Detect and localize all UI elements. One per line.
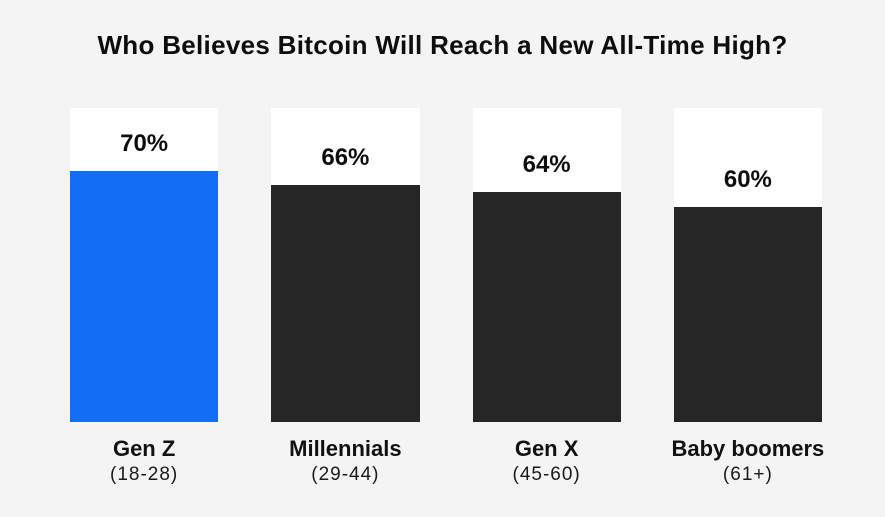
bar [472, 192, 621, 422]
chart-title: Who Believes Bitcoin Will Reach a New Al… [97, 30, 788, 60]
bar-track: 70% [70, 108, 219, 422]
category-label: Baby boomers [671, 436, 825, 461]
bar-column: 60% Baby boomers (61+) [671, 108, 825, 486]
category-label: Gen Z [112, 436, 176, 461]
bar [271, 185, 420, 422]
bar [70, 170, 219, 422]
bar-value-label: 60% [723, 165, 772, 193]
bar-value-label: 70% [120, 129, 169, 157]
bar-value-label: 66% [321, 144, 370, 172]
age-range-label: (61+) [722, 464, 773, 486]
age-range-label: (45-60) [512, 464, 581, 486]
bar-column: 64% Gen X (45-60) [472, 108, 621, 486]
bar-track: 64% [472, 108, 621, 422]
bar-track: 66% [271, 108, 420, 422]
category-label: Millennials [289, 436, 402, 461]
category-label: Gen X [514, 436, 579, 461]
chart-area: 70% Gen Z (18-28) 66% Millennials (29-44… [70, 108, 825, 486]
bar-column: 66% Millennials (29-44) [271, 108, 420, 486]
bar-track: 60% [673, 108, 822, 422]
bar-value-label: 64% [522, 151, 571, 179]
bar [673, 206, 822, 422]
age-range-label: (18-28) [110, 464, 179, 486]
bar-column: 70% Gen Z (18-28) [70, 108, 219, 486]
age-range-label: (29-44) [311, 464, 380, 486]
